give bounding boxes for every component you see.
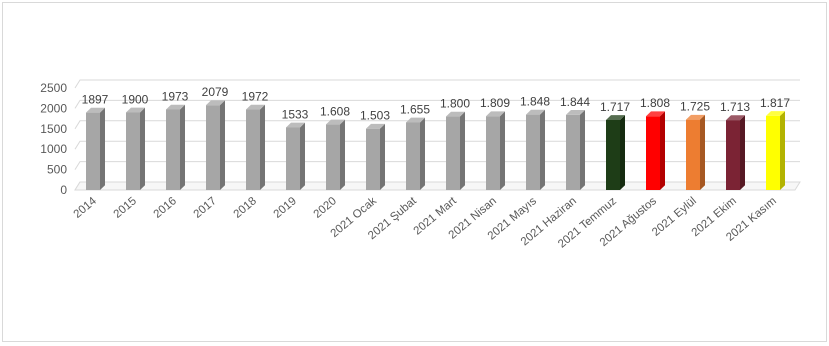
bar bbox=[206, 100, 225, 190]
y-tick-label: 2500 bbox=[40, 81, 67, 95]
gridline bbox=[74, 140, 800, 150]
bar bbox=[126, 107, 145, 190]
data-label: 1.809 bbox=[480, 96, 510, 110]
y-tick-label: 0 bbox=[60, 183, 67, 197]
gridline bbox=[74, 79, 800, 89]
x-tick-label: 2020 bbox=[312, 195, 339, 221]
data-label: 1.817 bbox=[760, 96, 790, 110]
data-label: 1897 bbox=[82, 93, 109, 107]
bar bbox=[566, 109, 585, 190]
x-tick-label: 2017 bbox=[192, 195, 219, 221]
bar bbox=[766, 111, 785, 190]
data-label: 1.844 bbox=[560, 95, 590, 109]
x-tick-label: 2019 bbox=[272, 195, 299, 221]
bar bbox=[246, 104, 265, 190]
x-tick-label: 2016 bbox=[152, 195, 179, 221]
data-label: 1.725 bbox=[680, 100, 710, 114]
y-tick-label: 500 bbox=[47, 163, 67, 177]
data-label: 1900 bbox=[122, 92, 149, 106]
data-label: 2079 bbox=[202, 85, 229, 99]
x-tick-label: 2015 bbox=[112, 195, 139, 221]
bar bbox=[406, 117, 425, 190]
y-tick-label: 1500 bbox=[40, 122, 67, 136]
y-tick-label: 1000 bbox=[40, 142, 67, 156]
gridline bbox=[74, 161, 800, 170]
data-label: 1.503 bbox=[360, 109, 390, 123]
bar bbox=[526, 109, 545, 190]
data-label: 1972 bbox=[242, 90, 269, 104]
bar bbox=[166, 104, 185, 190]
data-label: 1533 bbox=[282, 107, 309, 121]
bar bbox=[726, 115, 745, 190]
y-tick-label: 2000 bbox=[40, 101, 67, 115]
axis-layer: 0 500 1000 1500 2000 2500 bbox=[40, 81, 67, 197]
data-label: 1973 bbox=[162, 90, 189, 104]
bar-chart: 0 500 1000 1500 2000 2500 1897 2014 1900 2015 197… bbox=[40, 79, 801, 251]
bar bbox=[646, 111, 665, 190]
bar bbox=[86, 107, 105, 190]
data-label: 1.713 bbox=[720, 100, 750, 114]
gridline bbox=[74, 99, 800, 109]
x-tick-label: 2018 bbox=[232, 195, 259, 221]
data-label: 1.608 bbox=[320, 104, 350, 118]
x-tick-label: 2014 bbox=[72, 195, 100, 221]
bar bbox=[326, 119, 345, 190]
bar bbox=[366, 123, 385, 190]
bar bbox=[686, 114, 705, 190]
data-label: 1.848 bbox=[520, 95, 550, 109]
bar bbox=[606, 115, 625, 190]
gridline bbox=[74, 120, 800, 130]
data-label: 1.717 bbox=[600, 100, 630, 114]
data-label: 1.655 bbox=[400, 102, 430, 116]
chart-frame: 0 500 1000 1500 2000 2500 1897 2014 1900 2015 197… bbox=[2, 2, 827, 342]
bar bbox=[446, 111, 465, 190]
bar-layer bbox=[86, 100, 785, 190]
data-label: 1.800 bbox=[440, 97, 470, 111]
bar bbox=[486, 111, 505, 190]
bar bbox=[286, 122, 305, 190]
data-label: 1.808 bbox=[640, 96, 670, 110]
